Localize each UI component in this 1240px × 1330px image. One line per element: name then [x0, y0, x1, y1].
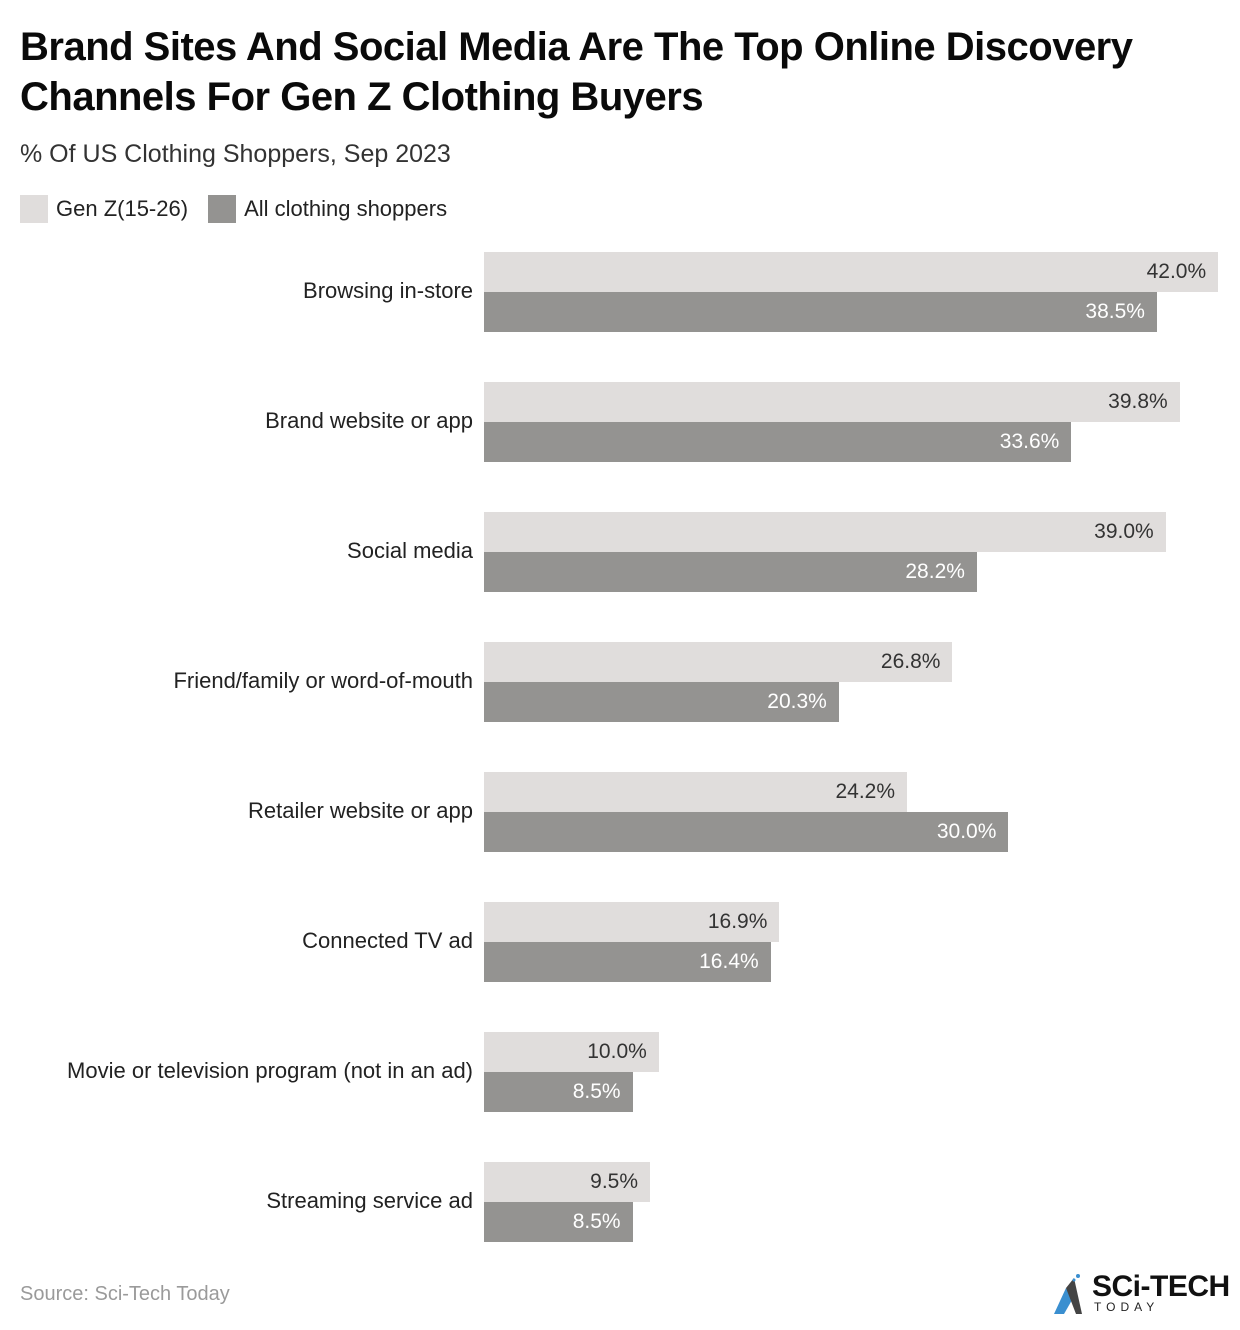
category-label: Brand website or app: [265, 408, 473, 433]
bar-all: 8.5%: [484, 1072, 633, 1112]
legend-swatch-genz: [20, 195, 48, 223]
category-label: Retailer website or app: [247, 798, 473, 823]
category-label: Streaming service ad: [266, 1188, 473, 1213]
bar-genz: 16.9%: [484, 902, 780, 942]
chart-title: Brand Sites And Social Media Are The Top…: [20, 25, 1133, 119]
bar-group: Brand website or app 39.8% 33.6%: [0, 382, 1240, 512]
logo-subtext: TODAY: [1094, 1300, 1160, 1314]
chart-subtitle: % Of US Clothing Shoppers, Sep 2023: [20, 140, 451, 168]
bar-value-label: 38.5%: [1085, 300, 1145, 323]
bar-value-label: 8.5%: [572, 1210, 621, 1233]
bar-value-label: 24.2%: [835, 780, 896, 803]
bar-all: 30.0%: [484, 812, 1009, 852]
bar-value-label: 33.6%: [999, 430, 1060, 453]
bar-chart: Browsing in-store 42.0% 38.5% Brand website…: [0, 252, 1240, 1292]
bar-value-label: 16.9%: [707, 910, 768, 933]
bar-all: 20.3%: [484, 682, 839, 722]
legend-label-all: All clothing shoppers: [244, 196, 448, 221]
bar-value-label: 10.0%: [587, 1040, 647, 1063]
legend-label-genz: Gen Z(15-26): [56, 196, 189, 221]
bar-group: Social media 39.0% 28.2%: [0, 512, 1240, 642]
bar-value-label: 20.3%: [767, 690, 827, 713]
bar-value-label: 42.0%: [1146, 260, 1207, 283]
bar-all: 28.2%: [484, 552, 977, 592]
bar-value-label: 28.2%: [905, 560, 965, 583]
category-label: Connected TV ad: [302, 928, 473, 953]
bar-group: Streaming service ad 9.5% 8.5%: [0, 1162, 1240, 1292]
bar-genz: 9.5%: [484, 1162, 651, 1202]
logo-text: SCi-TECH: [1092, 1270, 1230, 1303]
bar-all: 38.5%: [484, 292, 1157, 332]
bar-genz: 24.2%: [484, 772, 908, 812]
bar-group: Movie or television program (not in an a…: [0, 1032, 1240, 1162]
bar-value-label: 30.0%: [936, 820, 997, 843]
bar-genz: 10.0%: [484, 1032, 659, 1072]
bar-all: 33.6%: [484, 422, 1072, 462]
source-note: Source: Sci-Tech Today: [20, 1283, 230, 1305]
bar-value-label: 26.8%: [880, 650, 941, 673]
legend-item-genz: Gen Z(15-26): [20, 195, 188, 223]
logo-mark-icon: [1054, 1274, 1082, 1314]
bar-value-label: 16.4%: [699, 950, 759, 973]
bar-all: 16.4%: [484, 942, 771, 982]
bar-group: Retailer website or app 24.2% 30.0%: [0, 772, 1240, 902]
bar-group: Friend/family or word-of-mouth 26.8% 20.3%: [0, 642, 1240, 772]
category-label: Browsing in-store: [303, 278, 473, 303]
legend: Gen Z(15-26) All clothing shoppers: [20, 195, 467, 223]
bar-genz: 26.8%: [484, 642, 953, 682]
legend-item-all: All clothing shoppers: [208, 195, 447, 223]
bar-value-label: 8.5%: [572, 1080, 621, 1103]
bar-genz: 39.8%: [484, 382, 1180, 422]
bar-all: 8.5%: [484, 1202, 633, 1242]
bar-value-label: 39.0%: [1094, 520, 1154, 543]
category-label: Friend/family or word-of-mouth: [173, 668, 473, 693]
bar-value-label: 39.8%: [1108, 390, 1168, 413]
sci-tech-logo: SCi-TECH TODAY: [1052, 1270, 1232, 1320]
bar-group: Connected TV ad 16.9% 16.4%: [0, 902, 1240, 1032]
legend-swatch-all: [208, 195, 237, 223]
bar-group: Browsing in-store 42.0% 38.5%: [0, 252, 1240, 382]
category-label: Movie or television program (not in an a…: [67, 1058, 473, 1083]
category-label: Social media: [347, 538, 473, 563]
bar-genz: 42.0%: [484, 252, 1219, 292]
bar-genz: 39.0%: [484, 512, 1166, 552]
bar-value-label: 9.5%: [590, 1170, 639, 1193]
